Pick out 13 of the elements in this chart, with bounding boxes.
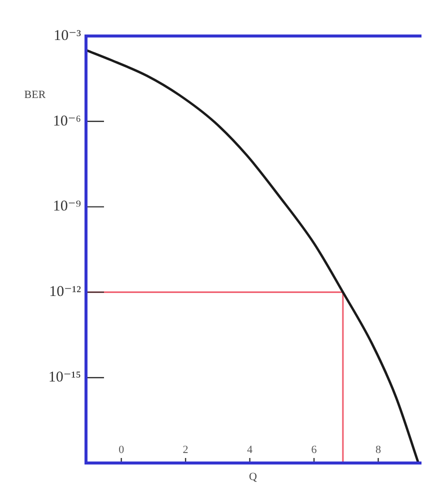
x-tick-label: 2 bbox=[182, 444, 188, 456]
y-axis-title: BER bbox=[24, 88, 46, 101]
x-tick-label: 8 bbox=[376, 444, 382, 456]
line-series bbox=[86, 48, 420, 463]
x-tick-label: 4 bbox=[247, 444, 254, 456]
y-tick-label: 10⁻¹⁵ bbox=[48, 370, 81, 386]
y-tick-label: 10⁻⁶ bbox=[52, 113, 81, 130]
x-tick-label: 6 bbox=[311, 444, 318, 456]
x-axis-title: Q bbox=[249, 470, 258, 483]
y-tick-label: 10⁻¹² bbox=[49, 284, 82, 300]
x-tick-label: 0 bbox=[118, 444, 125, 456]
y-tick-label: 10⁻⁹ bbox=[52, 198, 81, 215]
y-tick-label: 10⁻³ bbox=[54, 28, 82, 44]
